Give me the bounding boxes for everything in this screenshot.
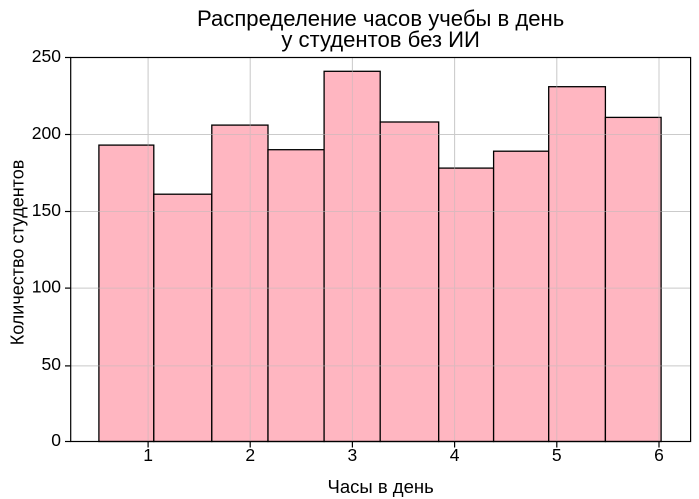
svg-text:3: 3 bbox=[348, 445, 358, 465]
svg-text:1: 1 bbox=[143, 445, 153, 465]
svg-text:2: 2 bbox=[245, 445, 255, 465]
svg-text:50: 50 bbox=[42, 354, 62, 374]
svg-text:0: 0 bbox=[51, 430, 61, 450]
svg-text:6: 6 bbox=[654, 445, 664, 465]
svg-text:250: 250 bbox=[32, 46, 61, 66]
svg-text:200: 200 bbox=[32, 123, 61, 143]
svg-text:4: 4 bbox=[450, 445, 460, 465]
svg-text:5: 5 bbox=[552, 445, 562, 465]
svg-text:150: 150 bbox=[32, 200, 61, 220]
svg-text:100: 100 bbox=[32, 276, 61, 296]
